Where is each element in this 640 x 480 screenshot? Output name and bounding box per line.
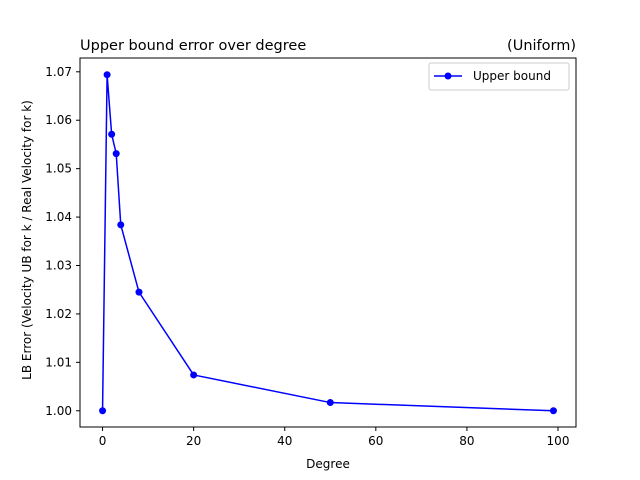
data-point bbox=[108, 130, 116, 138]
y-tick-label: 1.01 bbox=[45, 355, 72, 369]
x-tick-label: 80 bbox=[459, 434, 474, 448]
data-point bbox=[135, 288, 143, 296]
data-point bbox=[117, 221, 125, 229]
y-tick-label: 1.02 bbox=[45, 307, 72, 321]
chart-subtitle: (Uniform) bbox=[507, 38, 576, 54]
legend-frame bbox=[428, 62, 570, 91]
y-tick-label: 1.00 bbox=[45, 404, 72, 418]
data-point bbox=[112, 150, 120, 158]
legend-marker-sample bbox=[444, 72, 452, 80]
y-tick-label: 1.05 bbox=[45, 162, 72, 176]
y-axis-label: LB Error (Velocity UB for k / Real Veloc… bbox=[20, 100, 34, 380]
y-tick-label: 1.07 bbox=[45, 65, 72, 79]
x-axis-label: Degree bbox=[306, 457, 350, 471]
legend-label-upper-bound: Upper bound bbox=[473, 69, 551, 83]
legend: Upper bound bbox=[428, 62, 570, 91]
data-point bbox=[549, 407, 557, 415]
x-tick-label: 20 bbox=[186, 434, 201, 448]
y-tick-label: 1.06 bbox=[45, 113, 72, 127]
y-tick-label: 1.04 bbox=[45, 210, 72, 224]
data-point bbox=[326, 399, 334, 407]
chart-title: Upper bound error over degree bbox=[80, 38, 306, 54]
axes-layer: 0 20 40 60 80 100 1.00 1.01 1.02 1.03 1.04 1.05 1.06… bbox=[45, 57, 577, 448]
x-tick-label: 40 bbox=[277, 434, 292, 448]
x-tick-label: 60 bbox=[368, 434, 383, 448]
x-tick-label: 0 bbox=[99, 434, 107, 448]
series-layer bbox=[99, 71, 557, 415]
data-point bbox=[190, 371, 198, 379]
data-point bbox=[103, 71, 111, 79]
plot-frame bbox=[79, 57, 577, 428]
data-point bbox=[99, 407, 107, 415]
x-tick-label: 100 bbox=[547, 434, 570, 448]
y-tick-label: 1.03 bbox=[45, 259, 72, 273]
